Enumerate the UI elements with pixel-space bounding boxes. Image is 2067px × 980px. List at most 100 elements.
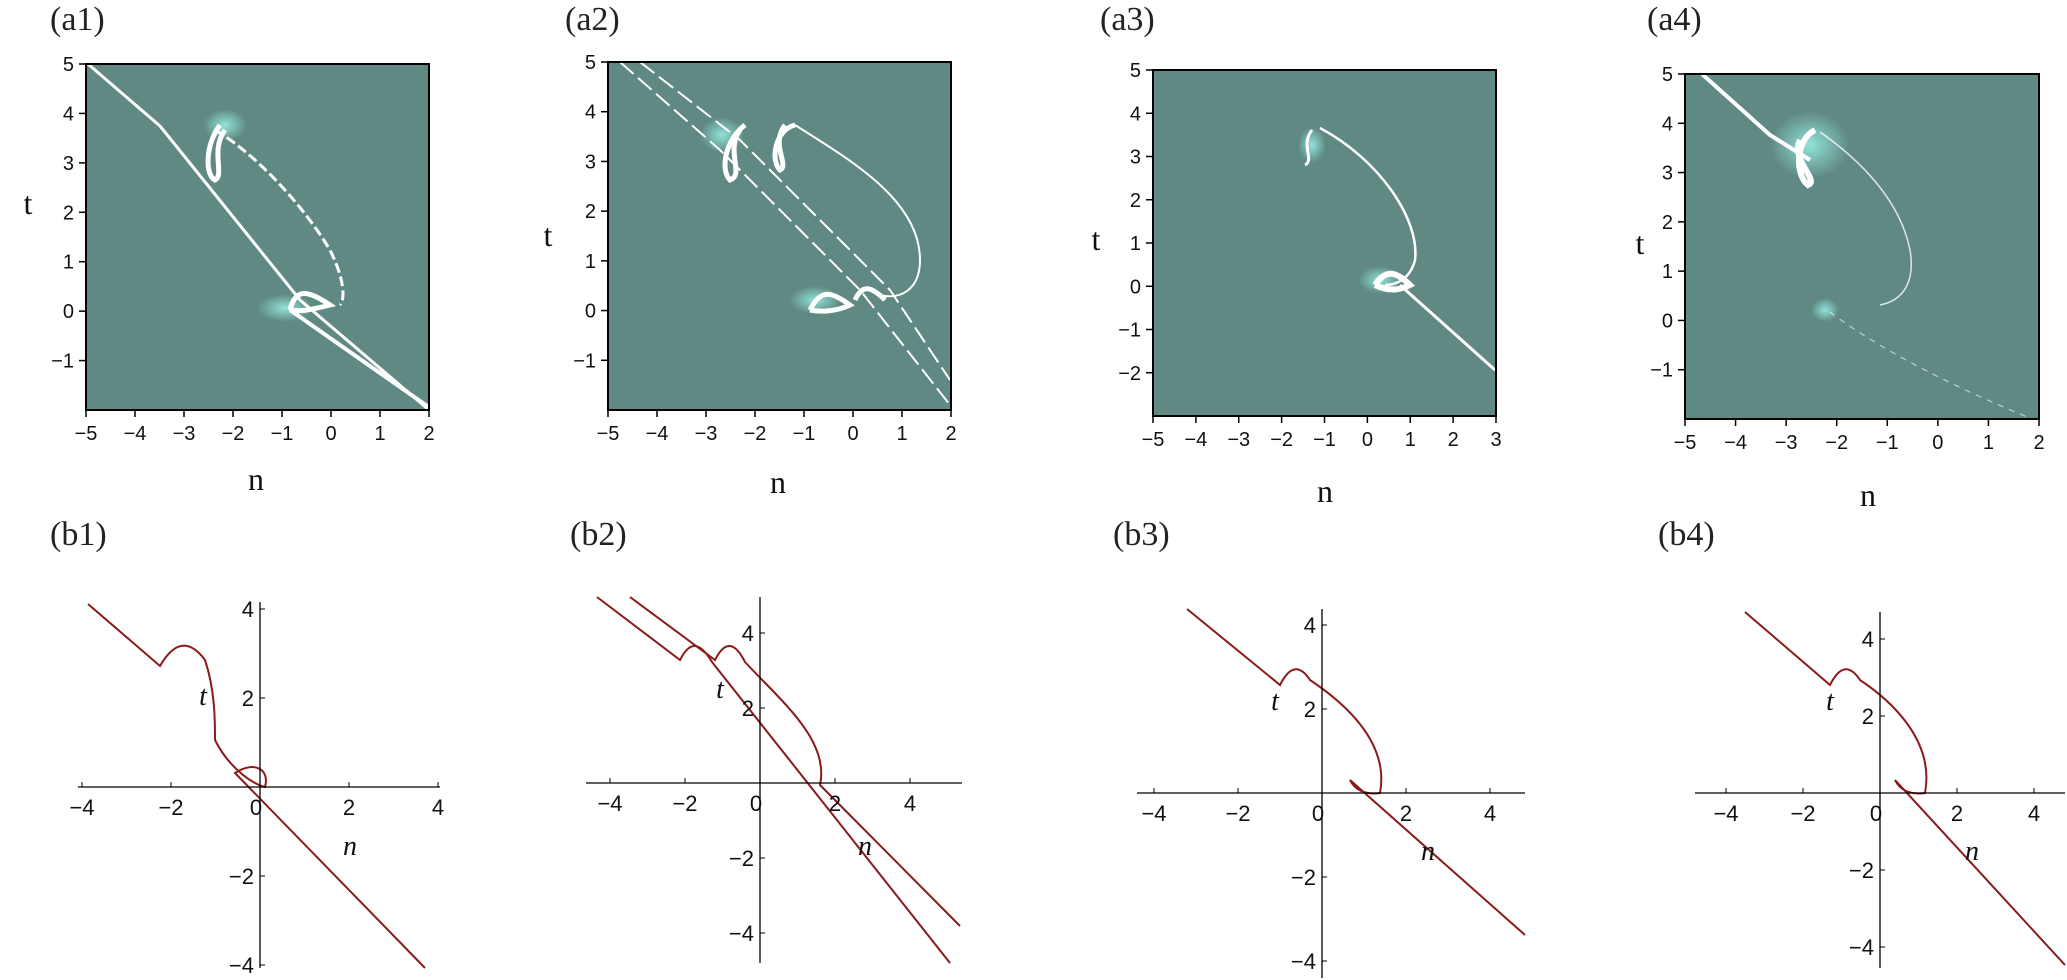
xtick-label-a2: −3 [695,423,718,445]
ytick-label-b1: 4 [242,597,254,622]
xtick-label-a2: 2 [945,423,956,445]
curve-panel-b4: (b4) [1658,516,2066,966]
xtick-label-a1: 2 [423,423,434,445]
xtick-label-b1: 2 [343,795,355,820]
ylabel-a4: t [1636,225,1645,261]
xtick-label-b4: 4 [2028,801,2040,826]
density-field-a1 [86,64,429,410]
xlabel-a2: n [770,464,786,500]
xtick-label-a1: −4 [124,423,147,445]
xtick-label-b4: 0 [1870,801,1882,826]
ytick-label-a1: 0 [63,301,74,323]
ytick-label-b3: 4 [1304,613,1316,638]
xtick-label-a2: −5 [597,423,620,445]
curve-b4 [1744,611,2066,966]
ytick-label-b3: −2 [1291,865,1316,890]
xtick-label-b3: 4 [1484,801,1496,826]
ytick-label-a2: 3 [585,151,596,173]
curve-b3 [1186,608,1526,936]
xtick-label-a2: 0 [847,423,858,445]
ytick-label-b2: −4 [729,921,754,946]
xlabel-a4: n [1860,477,1876,513]
density-features-a2 [619,61,951,406]
xlabel-a3: n [1317,473,1333,509]
ylabel-b3: t [1271,686,1280,717]
xtick-label-b4: −2 [1790,801,1815,826]
ytick-label-b1: −2 [229,864,254,889]
panel-label-b2: (b2) [570,516,627,553]
panel-label-a4: (a4) [1647,1,1702,38]
ytick-label-a3: 3 [1130,147,1141,169]
ytick-label-a2: 1 [585,251,596,273]
xlabel-b3: n [1421,836,1435,867]
density-field-a3 [1153,70,1496,416]
xtick-label-a3: −1 [1313,429,1336,451]
axes-layer: −5 −4 −3 −2 −1 0 1 2 −1 0 1 2 3 4 5 n t −5 −4 −3 −2 −1 0 1 2 −1 0 1… [24,52,2065,978]
ytick-label-a1: 3 [63,153,74,175]
density-features-a4 [1700,72,2031,419]
xtick-label-a1: −3 [173,423,196,445]
xlabel-b2: n [858,831,872,862]
xtick-label-b2: −2 [672,791,697,816]
xtick-label-a3: −2 [1270,429,1293,451]
axes-frame-a2 [607,61,952,411]
xtick-label-a3: −5 [1142,429,1165,451]
xtick-label-a3: 3 [1490,429,1501,451]
ylabel-a2: t [544,217,553,253]
density-panel-a3: (a3) [1100,1,1497,416]
ytick-label-a3: 0 [1130,276,1141,298]
ytick-label-b4: 4 [1862,627,1874,652]
xtick-label-a1: −1 [271,423,294,445]
xlabel-b4: n [1965,836,1979,867]
density-features-a3 [1298,126,1497,372]
ytick-label-a3: 5 [1130,60,1141,82]
density-field-a2 [608,62,951,410]
ytick-label-a3: −1 [1118,320,1141,342]
xtick-label-a4: 1 [1983,432,1994,454]
ytick-label-a3: 1 [1130,233,1141,255]
panel-label-a3: (a3) [1100,1,1155,38]
panel-label-a2: (a2) [565,1,620,38]
ytick-label-b3: −4 [1291,949,1316,974]
xtick-label-a1: 0 [325,423,336,445]
xtick-label-a2: 1 [896,423,907,445]
xtick-label-a2: −4 [646,423,669,445]
xtick-label-a4: −1 [1876,432,1899,454]
ytick-label-a3: −2 [1118,363,1141,385]
xtick-label-b1: −2 [158,795,183,820]
xtick-label-b1: −4 [69,795,94,820]
curve-panel-b3: (b3) [1113,516,1526,936]
curve-panel-b2: (b2) [570,516,961,964]
panel-label-b4: (b4) [1658,516,1715,553]
xtick-label-a4: 2 [2033,432,2044,454]
panel-label-b1: (b1) [50,516,107,553]
xtick-label-a1: −5 [75,423,98,445]
xtick-label-a3: 0 [1362,429,1373,451]
axes-frame-a1 [85,63,430,411]
panel-label-b3: (b3) [1113,516,1170,553]
ytick-label-a3: 2 [1130,190,1141,212]
curve-b2-b [629,596,961,927]
ytick-label-a2: 2 [585,201,596,223]
xtick-label-a3: 2 [1448,429,1459,451]
curve-panel-b1: (b1) [50,516,426,969]
ytick-label-b4: 2 [1862,704,1874,729]
xtick-label-a1: 1 [374,423,385,445]
xtick-label-b3: 0 [1312,801,1324,826]
ytick-label-a4: 1 [1662,261,1673,283]
xtick-label-b4: 2 [1951,801,1963,826]
ytick-label-a2: −1 [573,350,596,372]
density-panel-a1: (a1) [50,1,432,412]
axes-frame-a4 [1684,73,2040,420]
curve-b1 [87,603,426,969]
xtick-label-a2: −2 [744,423,767,445]
ytick-label-b4: −2 [1849,858,1874,883]
ytick-label-a2: 0 [585,301,596,323]
xtick-label-b3: −4 [1141,801,1166,826]
ylabel-b4: t [1826,686,1835,717]
density-features-a1 [87,62,432,412]
ytick-label-a1: −1 [51,351,74,373]
ytick-label-a2: 5 [585,52,596,74]
xtick-label-a1: −2 [222,423,245,445]
